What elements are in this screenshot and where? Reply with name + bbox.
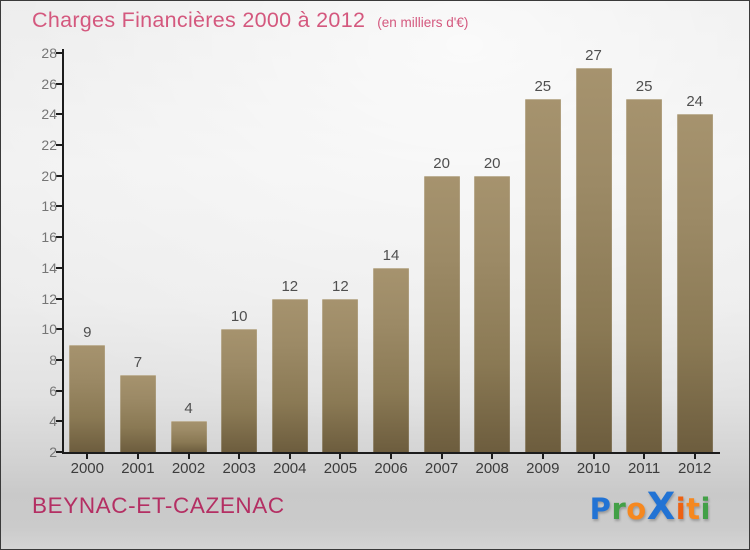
- x-axis-tick: [339, 454, 342, 459]
- x-axis-tick-label: 2007: [424, 460, 459, 477]
- x-axis-tick: [390, 454, 392, 459]
- logo-letter: r: [611, 492, 627, 526]
- y-axis-tick: [56, 144, 62, 146]
- x-axis-tick-label: 2003: [222, 460, 256, 477]
- x-axis-tick-label: 2009: [526, 460, 560, 477]
- x-axis-tick-label: 2005: [323, 460, 358, 477]
- logo-letter: o: [626, 492, 647, 526]
- x-axis-tick: [187, 454, 190, 459]
- y-axis-tick-label: 18: [41, 198, 57, 214]
- bar: [626, 99, 663, 452]
- y-axis-tick: [56, 83, 62, 85]
- x-axis-tick-label: 2000: [70, 460, 104, 477]
- bar: [69, 344, 106, 452]
- y-axis-tick-label: 2: [49, 444, 57, 460]
- y-axis-tick: [56, 451, 62, 453]
- y-axis-tick-label: 8: [49, 352, 57, 368]
- y-axis-tick-label: 14: [41, 260, 57, 276]
- x-axis-tick-label: 2002: [171, 460, 206, 477]
- x-axis-tick: [592, 454, 595, 459]
- x-axis-tick: [86, 454, 89, 459]
- bar: [221, 329, 258, 452]
- bar: [474, 175, 511, 452]
- x-axis-tick-label: 2011: [627, 460, 661, 477]
- y-axis-tick: [56, 236, 62, 238]
- y-axis-tick-label: 20: [41, 168, 57, 184]
- bar: [271, 298, 308, 452]
- bar: [676, 114, 713, 452]
- y-axis-tick-label: 22: [41, 137, 57, 153]
- y-axis-tick-label: 24: [41, 106, 57, 122]
- y-axis-tick: [56, 113, 62, 115]
- bar-value-label: 24: [686, 93, 704, 111]
- bar: [423, 175, 460, 452]
- x-axis-line: [62, 452, 720, 454]
- commune-name: BEYNAC-ET-CAZENAC: [32, 493, 285, 518]
- bar: [322, 298, 359, 452]
- x-axis-tick: [693, 454, 696, 459]
- x-axis-tick: [491, 454, 494, 459]
- logo-letter: X: [646, 485, 676, 528]
- x-axis-tick-label: 2004: [273, 460, 307, 477]
- bar-value-label: 27: [585, 47, 602, 65]
- x-axis-tick-label: 2001: [121, 460, 155, 477]
- x-axis-tick: [643, 454, 646, 459]
- bar-value-label: 12: [332, 277, 349, 295]
- y-axis-tick-label: 6: [49, 383, 57, 399]
- chart-header: Charges Financières 2000 à 2012 (en mill…: [32, 8, 468, 33]
- logo-letter: P: [589, 492, 612, 526]
- bar: [119, 375, 156, 452]
- x-axis-tick-label: 2006: [374, 460, 408, 477]
- y-axis-tick: [56, 175, 62, 177]
- y-axis-tick: [56, 390, 62, 392]
- x-axis-tick: [288, 454, 291, 459]
- y-axis-tick: [56, 205, 62, 207]
- y-axis-tick-label: 10: [41, 321, 57, 337]
- bar-value-label: 20: [433, 154, 450, 172]
- x-axis-tick: [440, 454, 443, 459]
- x-axis-tick-label: 2008: [475, 460, 509, 477]
- x-axis-tick: [238, 454, 241, 459]
- bar: [373, 267, 409, 452]
- bar-value-label: 4: [184, 400, 193, 418]
- y-axis-line: [62, 49, 64, 454]
- bar-value-label: 20: [483, 154, 501, 172]
- x-axis-tick-label: 2010: [576, 460, 611, 477]
- x-axis-tick: [136, 454, 139, 459]
- bar-value-label: 9: [83, 323, 92, 341]
- y-axis-tick-label: 16: [41, 229, 57, 245]
- chart-units-label: (en milliers d'€): [377, 15, 469, 30]
- logo-letter: i: [675, 492, 687, 526]
- y-axis-tick-label: 4: [49, 413, 57, 429]
- y-axis-tick: [56, 359, 62, 361]
- x-axis-tick: [541, 454, 544, 459]
- bar: [170, 421, 207, 452]
- bar-value-label: 14: [382, 246, 400, 264]
- bar-value-label: 25: [635, 78, 653, 95]
- x-axis-tick-label: 2012: [678, 460, 712, 477]
- y-axis-tick: [56, 52, 62, 54]
- page-title: Charges Financières 2000 à 2012: [32, 8, 366, 32]
- logo-letter: i: [700, 492, 711, 526]
- y-axis-tick-label: 12: [41, 291, 57, 307]
- y-axis-tick: [56, 328, 62, 330]
- y-axis-tick-label: 26: [41, 76, 57, 92]
- bar-value-label: 25: [534, 78, 552, 95]
- y-axis-tick: [56, 298, 62, 300]
- bar: [575, 68, 612, 452]
- bar-value-label: 12: [281, 277, 299, 295]
- bar-value-label: 7: [133, 354, 143, 372]
- y-axis-tick-label: 28: [41, 45, 57, 61]
- logo-letter: t: [686, 492, 701, 526]
- y-axis-tick: [56, 267, 62, 269]
- bar: [524, 99, 561, 452]
- bar-value-label: 10: [230, 308, 248, 326]
- y-axis-tick: [56, 420, 62, 422]
